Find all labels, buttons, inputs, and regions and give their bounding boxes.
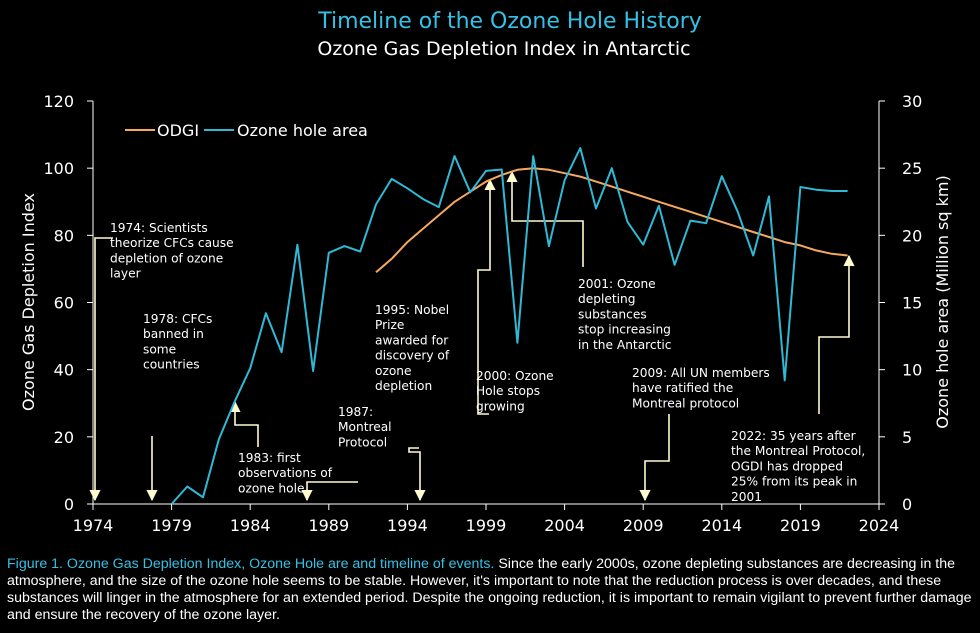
chart-title: Timeline of the Ozone Hole History bbox=[317, 9, 702, 34]
annotation-line: in the Antarctic bbox=[578, 338, 671, 352]
annotation-line: banned in bbox=[143, 327, 204, 341]
x-tick-label: 1999 bbox=[466, 516, 507, 535]
annotation-line: Protocol bbox=[338, 435, 387, 449]
annotation-line: layer bbox=[110, 267, 142, 281]
y-tick-label-left: 100 bbox=[43, 159, 74, 178]
annotation-line: some bbox=[143, 342, 176, 356]
annotation-text: 2009: All UN members have ratified the Mon… bbox=[632, 366, 770, 410]
annotation-line: 2000: Ozone bbox=[476, 369, 554, 383]
y-tick-label-left: 0 bbox=[64, 495, 74, 514]
y-axis-label-left: Ozone Gas Depletion Index bbox=[19, 193, 38, 411]
annotation-line: 2001: Ozone bbox=[578, 277, 656, 291]
caption-lead: Figure 1. Ozone Gas Depletion Index, Ozo… bbox=[7, 556, 495, 572]
x-tick-label: 2024 bbox=[859, 516, 900, 535]
y-tick-label-right: 10 bbox=[902, 361, 922, 380]
annotation-line: 2001 bbox=[731, 490, 762, 504]
annotation-text: 2000: Ozone Hole stops growing bbox=[476, 369, 554, 413]
annotation-line: 1995: Nobel bbox=[375, 303, 449, 317]
caption-body: Since the early 2000s, ozone depleting s… bbox=[7, 556, 972, 623]
y-tick-label-right: 15 bbox=[902, 294, 922, 313]
annotation-text: 2022: 35 years after the Montreal Protoco… bbox=[731, 429, 865, 504]
y-tick-label-left: 60 bbox=[54, 294, 74, 313]
annotation-line: ozone bbox=[375, 364, 412, 378]
legend-odgi-label: ODGI bbox=[157, 121, 199, 140]
annotation-arrow bbox=[89, 237, 113, 502]
annotation-line: discovery of bbox=[375, 349, 450, 363]
series-layer bbox=[170, 147, 848, 505]
annotation-text: 1983: first observations of ozone hole bbox=[238, 451, 333, 495]
annotation-line: depletion of ozone bbox=[110, 251, 223, 265]
annotation-line: 1978: CFCs bbox=[143, 312, 212, 326]
annotation-line: Montreal protocol bbox=[632, 396, 739, 410]
x-tick-label: 2019 bbox=[780, 516, 821, 535]
annotation-line: have ratified the bbox=[632, 381, 733, 395]
axes: 1974 1979 1984 1989 1994 1999 2004 2009 2014 2019… bbox=[43, 92, 922, 535]
annotation-line: Montreal bbox=[338, 420, 392, 434]
legend-area-label: Ozone hole area bbox=[237, 121, 368, 140]
ozone-timeline-chart: Timeline of the Ozone Hole History Ozone… bbox=[19, 9, 952, 535]
annotation-arrow bbox=[408, 447, 426, 502]
figure-caption: Figure 1. Ozone Gas Depletion Index, Ozo… bbox=[7, 556, 973, 624]
chart-subtitle: Ozone Gas Depletion Index in Antarctic bbox=[317, 38, 690, 60]
annotation-line: Hole stops bbox=[476, 384, 540, 398]
annotation-arrow bbox=[477, 178, 496, 415]
annotation-line: theorize CFCs cause bbox=[110, 236, 234, 250]
annotation-arrow bbox=[229, 400, 259, 447]
y-tick-label-left: 80 bbox=[54, 226, 74, 245]
annotation-line: 1974: Scientists bbox=[110, 221, 208, 235]
annotation-line: 25% from its peak in bbox=[731, 475, 857, 489]
annotation-text: 1978: CFCs banned in some countries bbox=[143, 312, 212, 372]
annotation-arrow bbox=[301, 481, 358, 502]
y-tick-label-left: 120 bbox=[43, 92, 74, 111]
legend: ODGI Ozone hole area bbox=[125, 121, 368, 140]
ozone-hole-area-line bbox=[170, 147, 848, 505]
annotation-line: stop increasing bbox=[578, 323, 671, 337]
annotation-text: 1974: Scientists theorize CFCs cause deple… bbox=[110, 221, 234, 281]
annotation-line: depleting bbox=[578, 292, 635, 306]
annotation-line: 1983: first bbox=[238, 451, 301, 465]
annotation-line: observations of bbox=[238, 466, 333, 480]
annotation-arrow bbox=[818, 254, 855, 414]
x-tick-label: 1979 bbox=[151, 516, 192, 535]
annotation-line: the Montreal Protocol, bbox=[731, 444, 865, 458]
x-tick-label: 1984 bbox=[230, 516, 271, 535]
annotation-line: OGDI has dropped bbox=[731, 459, 843, 473]
y-tick-label-right: 5 bbox=[902, 428, 912, 447]
annotation-line: 2009: All UN members bbox=[632, 366, 770, 380]
annotation-text: 2001: Ozone depleting substances stop incre… bbox=[578, 277, 671, 352]
x-tick-label: 1989 bbox=[308, 516, 349, 535]
annotation-arrow bbox=[639, 414, 670, 502]
annotation-line: awarded for bbox=[375, 333, 449, 347]
y-tick-label-right: 25 bbox=[902, 159, 922, 178]
odgi-line bbox=[375, 167, 848, 274]
annotation-line: 1987: bbox=[338, 405, 373, 419]
x-tick-label: 2009 bbox=[623, 516, 664, 535]
annotation-line: depletion bbox=[375, 379, 432, 393]
annotation-text: 1987: Montreal Protocol bbox=[338, 405, 392, 449]
annotation-line: growing bbox=[476, 399, 525, 413]
y-tick-label-right: 0 bbox=[902, 495, 912, 514]
y-axis-label-right: Ozone hole area (Million sq km) bbox=[933, 175, 952, 428]
annotation-line: ozone hole bbox=[238, 481, 304, 495]
y-tick-label-left: 20 bbox=[54, 428, 74, 447]
y-tick-label-left: 40 bbox=[54, 361, 74, 380]
annotation-line: substances bbox=[578, 307, 647, 321]
annotation-line: countries bbox=[143, 358, 200, 372]
annotations: 1974: Scientists theorize CFCs cause deple… bbox=[110, 221, 865, 504]
x-tick-label: 2014 bbox=[701, 516, 742, 535]
x-tick-label: 1994 bbox=[387, 516, 428, 535]
x-tick-label: 1974 bbox=[73, 516, 114, 535]
annotation-arrows bbox=[89, 170, 855, 502]
y-tick-label-right: 30 bbox=[902, 92, 922, 111]
annotation-line: Prize bbox=[375, 318, 404, 332]
annotation-arrow bbox=[506, 170, 584, 267]
x-tick-label: 2004 bbox=[544, 516, 585, 535]
annotation-text: 1995: Nobel Prize awarded for discovery of o… bbox=[375, 303, 450, 393]
annotation-line: 2022: 35 years after bbox=[731, 429, 857, 443]
y-tick-label-right: 20 bbox=[902, 226, 922, 245]
